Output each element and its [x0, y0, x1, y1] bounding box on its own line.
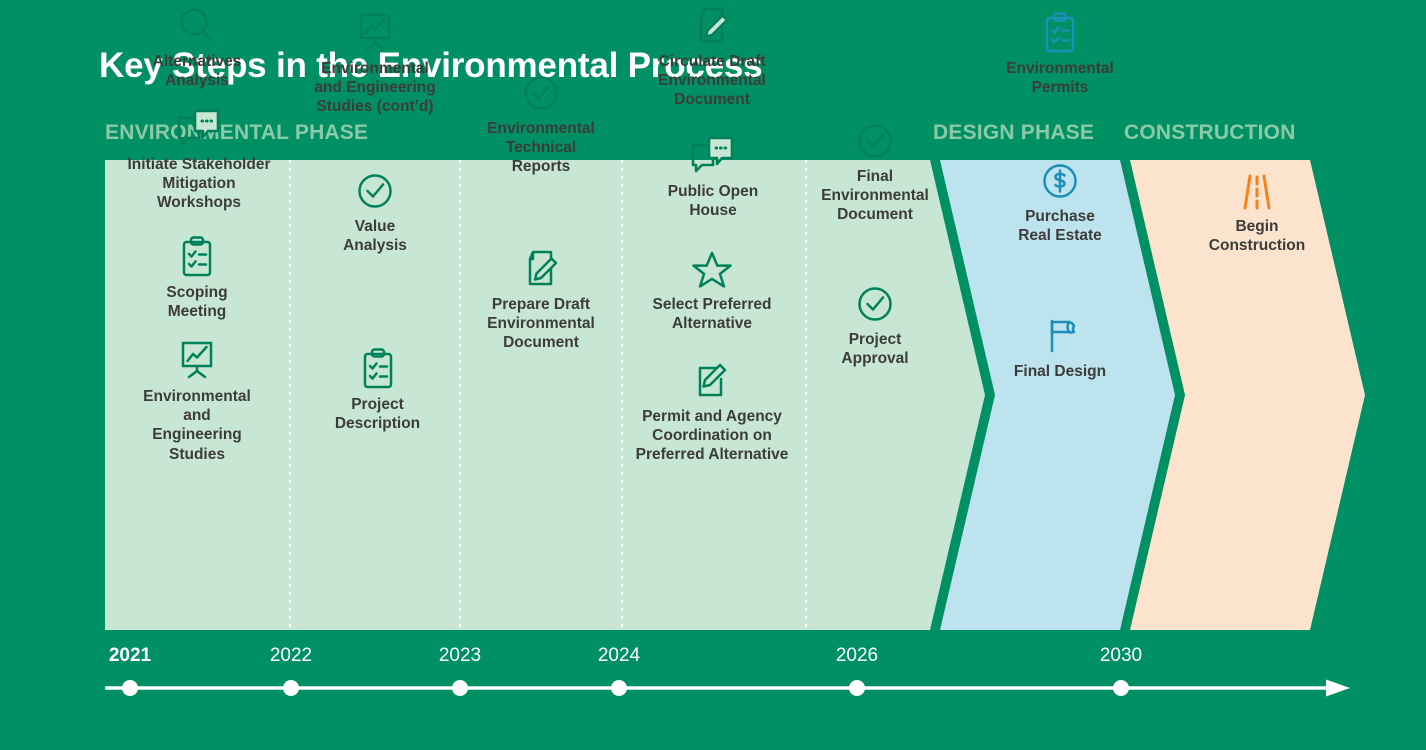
step-label: Final Design [1013, 363, 1107, 380]
star-icon [633, 248, 791, 292]
clipboard-checklist-icon [305, 348, 450, 392]
presentation-chart-icon [117, 340, 277, 384]
presentation-chart-icon [296, 12, 454, 56]
step-label: Environmental and Engineering Studies (c… [314, 60, 436, 116]
panel-construction [1130, 160, 1365, 630]
speech-bubbles-icon [110, 108, 288, 152]
timeline-year-2021: 2021 [108, 645, 152, 666]
step-public-open-house[interactable]: Public Open House [640, 135, 786, 220]
step-label: Environmental Permits [1006, 60, 1114, 97]
step-final-environmental-document[interactable]: Final Environmental Document [805, 120, 945, 225]
timeline-year-2024: 2024 [597, 645, 641, 666]
step-permit-agency-coordination[interactable]: Permit and Agency Coordination on Prefer… [625, 360, 799, 465]
step-purchase-real-estate[interactable]: Purchase Real Estate [990, 160, 1130, 245]
timeline-markers [122, 680, 1129, 696]
step-initiate-stakeholder-workshops[interactable]: Initiate Stakeholder Mitigation Workshop… [110, 108, 288, 213]
panel-design [940, 160, 1175, 630]
step-label: Project Description [334, 396, 421, 433]
step-label: Public Open House [667, 183, 759, 220]
timeline-year-2026: 2026 [835, 645, 879, 666]
step-label: Purchase Real Estate [1018, 208, 1102, 245]
step-label: Final Environmental Document [821, 168, 929, 224]
step-label: Environmental and Engineering Studies [143, 388, 251, 463]
step-environmental-engineering-studies-contd[interactable]: Environmental and Engineering Studies (c… [296, 12, 454, 117]
dollar-circle-icon [990, 160, 1130, 204]
step-label: Value Analysis [343, 218, 407, 255]
step-final-design[interactable]: Final Design [990, 315, 1130, 381]
page-title: Key Steps in the Environmental Process [99, 46, 763, 85]
panel-environmental [105, 160, 985, 630]
check-circle-icon [305, 170, 445, 214]
step-environmental-technical-reports[interactable]: Environmental Technical Reports [470, 72, 612, 177]
timeline-axis [0, 672, 1426, 708]
timeline-year-2023: 2023 [438, 645, 482, 666]
step-label: Project Approval [841, 331, 909, 368]
step-circulate-draft-environmental-document[interactable]: Circulate Draft Environmental Document [637, 5, 787, 110]
step-label: Circulate Draft Environmental Document [658, 53, 766, 109]
step-environmental-permits[interactable]: Environmental Permits [990, 12, 1130, 97]
step-scoping-meeting[interactable]: Scoping Meeting [127, 236, 267, 321]
phase-label-design: DESIGN PHASE [933, 121, 1095, 144]
clipboard-checklist-icon [127, 236, 267, 280]
speech-bubbles-icon [640, 135, 786, 179]
right-arrow-icon [1326, 679, 1350, 697]
step-environmental-engineering-studies[interactable]: Environmental and Engineering Studies [117, 340, 277, 464]
check-circle-icon [470, 72, 612, 116]
step-prepare-draft-environmental-document[interactable]: Prepare Draft Environmental Document [466, 248, 616, 353]
timeline-year-2030: 2030 [1099, 645, 1143, 666]
check-circle-icon [805, 120, 945, 164]
step-label: Permit and Agency Coordination on Prefer… [635, 408, 789, 464]
step-label: Prepare Draft Environmental Document [487, 296, 595, 352]
step-label: Environmental Technical Reports [487, 120, 595, 176]
step-alternatives-analysis[interactable]: Alternatives Analysis [117, 5, 277, 90]
edit-square-icon [625, 360, 799, 404]
check-circle-icon [805, 283, 945, 327]
step-value-analysis[interactable]: Value Analysis [305, 170, 445, 255]
document-pencil-icon [637, 5, 787, 49]
clipboard-checklist-icon [990, 12, 1130, 56]
phase-label-construction: CONSTRUCTION [1124, 121, 1296, 144]
step-label: Begin Construction [1208, 218, 1306, 255]
step-select-preferred-alternative[interactable]: Select Preferred Alternative [633, 248, 791, 333]
phase-label-environmental: ENVIRONMENTAL PHASE [105, 121, 369, 144]
magnifier-icon [117, 5, 277, 49]
step-project-description[interactable]: Project Description [305, 348, 450, 433]
document-pencil-icon [466, 248, 616, 292]
road-icon [1187, 170, 1327, 214]
timeline-year-2022: 2022 [269, 645, 313, 666]
flag-icon [990, 315, 1130, 359]
step-label: Select Preferred Alternative [652, 296, 772, 333]
phase-panels [0, 160, 1426, 630]
step-label: Alternatives Analysis [152, 53, 242, 90]
step-project-approval[interactable]: Project Approval [805, 283, 945, 368]
step-label: Scoping Meeting [166, 284, 228, 321]
step-label: Initiate Stakeholder Mitigation Workshop… [127, 156, 271, 212]
step-begin-construction[interactable]: Begin Construction [1187, 170, 1327, 255]
